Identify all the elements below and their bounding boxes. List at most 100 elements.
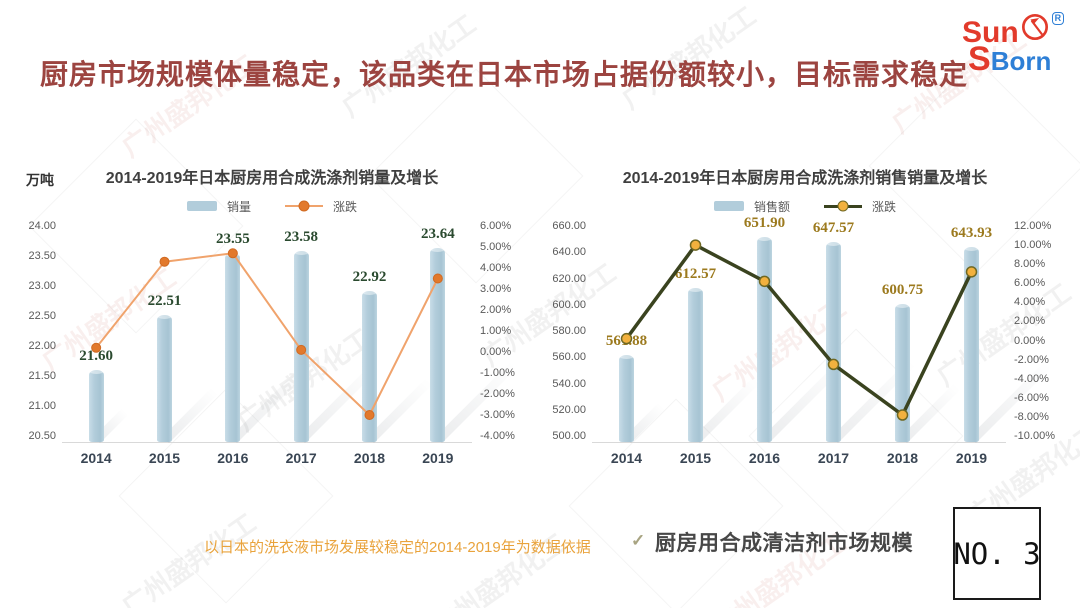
x-axis-category-label: 2016 — [748, 450, 781, 466]
chart-legend: 销量 涨跌 — [18, 198, 526, 214]
chart-title: 2014-2019年日本厨房用合成洗涤剂销量及增长 — [105, 170, 439, 187]
line-data-point — [827, 358, 840, 371]
bar-value-label: 643.93 — [950, 225, 993, 242]
bar — [688, 286, 703, 442]
percent-axis-tick: 5.00% — [480, 241, 512, 253]
line-data-point — [896, 409, 909, 421]
right-axis-ticks: 6.00% 5.00% 4.00% 3.00% 2.00% 1.00% 0.00% -1.00… — [472, 220, 526, 442]
bar-value-label: 22.92 — [352, 268, 387, 285]
percent-axis-tick: -6.00% — [1014, 391, 1049, 404]
y-axis-unit-label: 万吨 — [26, 172, 54, 188]
bar — [430, 245, 446, 442]
percent-axis-tick: 1.00% — [480, 325, 512, 337]
percent-axis-tick: 4.00% — [480, 262, 512, 274]
legend-line-swatch — [824, 200, 862, 212]
bar-value-label: 647.57 — [812, 220, 855, 237]
y-axis-tick: 640.00 — [552, 246, 586, 259]
y-axis-tick: 20.50 — [28, 430, 56, 442]
percent-axis-tick: -4.00% — [1014, 372, 1049, 385]
line-data-point — [689, 239, 702, 251]
check-icon: ✓ — [631, 531, 646, 550]
y-axis-tick: 22.50 — [28, 310, 56, 322]
chart-sales-volume: 万吨 2014-2019年日本厨房用合成洗涤剂销量及增长 销量 涨跌 24.00… — [18, 158, 526, 466]
y-axis-tick: 620.00 — [552, 272, 586, 285]
legend-label-line: 涨跌 — [333, 199, 358, 214]
line-data-point — [227, 248, 238, 259]
y-axis-tick: 540.00 — [552, 377, 586, 390]
percent-axis-tick: 3.00% — [480, 283, 512, 295]
percent-axis-tick: -1.00% — [480, 367, 515, 379]
bar — [362, 288, 377, 442]
percent-axis-tick: 12.00% — [1014, 220, 1052, 232]
x-axis-category-label: 2014 — [80, 450, 112, 466]
legend-label-bar: 销量 — [226, 199, 251, 214]
percent-axis-tick: 6.00% — [1014, 277, 1046, 290]
x-axis-category-label: 2016 — [217, 450, 249, 466]
percent-axis-tick: 8.00% — [1014, 258, 1046, 271]
y-axis-tick: 500.00 — [552, 430, 586, 442]
plot-area: 24.00 23.50 23.00 22.50 22.00 21.50 21.00 20.50… — [18, 220, 526, 466]
bar-value-label: 612.57 — [674, 266, 717, 283]
line-data-point — [296, 344, 307, 355]
percent-axis-tick: 10.00% — [1014, 239, 1052, 252]
plot-canvas: 561.882014612.572015651.902016647.572017… — [592, 215, 1052, 466]
legend-label-bar: 销售额 — [753, 199, 790, 214]
logo-top-row: Sun R — [962, 12, 1072, 48]
y-axis-tick: 22.00 — [28, 340, 56, 352]
bar-value-label: 23.58 — [284, 229, 319, 246]
x-axis-category-label: 2017 — [817, 450, 850, 466]
x-axis-category-label: 2019 — [955, 450, 988, 466]
logo-s-text: S — [968, 40, 991, 78]
percent-axis-tick: -4.00% — [480, 430, 515, 442]
x-axis-category-label: 2017 — [285, 450, 317, 466]
page-title: 厨房市场规模体量稳定，该品类在日本市场占据份额较小，目标需求稳定 — [40, 58, 969, 90]
section-caption: 厨房用合成清洁剂市场规模 — [655, 532, 913, 555]
growth-line-series — [91, 248, 443, 420]
x-axis-category-label: 2015 — [148, 450, 181, 466]
bar — [157, 313, 172, 442]
bar — [964, 245, 979, 442]
chart-sales-revenue: 2014-2019年日本厨房用合成洗涤剂销售销量及增长 销售额 涨跌 660.0… — [542, 158, 1068, 466]
y-axis-tick: 560.00 — [552, 351, 586, 364]
line-data-point — [91, 342, 102, 353]
y-axis-tick: 24.00 — [28, 220, 56, 232]
percent-axis-tick: 2.00% — [480, 304, 512, 316]
percent-axis-tick: 4.00% — [1014, 296, 1046, 309]
x-axis-category-label: 2018 — [886, 450, 919, 466]
percent-axis-tick: 0.00% — [1014, 334, 1046, 347]
plot-canvas: 21.60 2014 22.51 2015 23.55 2016 23.58 2017 22.9… — [62, 225, 518, 466]
logo-sundial-icon — [1021, 13, 1048, 40]
bar-value-label: 651.90 — [743, 214, 786, 231]
bar-value-label: 22.51 — [147, 293, 182, 310]
x-axis-category-label: 2018 — [353, 450, 386, 466]
left-axis-ticks: 660.00 640.00 620.00 600.00 580.00 560.00 540.… — [542, 220, 592, 442]
x-axis-category-label: 2019 — [422, 450, 454, 466]
y-axis-tick: 21.50 — [28, 370, 56, 382]
logo-born-text: Born — [990, 46, 1052, 76]
left-axis-ticks: 24.00 23.50 23.00 22.50 22.00 21.50 21.00 20.50 — [18, 220, 62, 442]
percent-axis-tick: 6.00% — [480, 220, 512, 232]
percent-axis-tick: -2.00% — [480, 388, 515, 400]
line-data-point — [432, 273, 443, 284]
right-axis-ticks: 12.00% 10.00% 8.00% 6.00% 4.00% 2.00% 0.00% -2.… — [1006, 220, 1068, 442]
logo-bottom-row: SBorn — [968, 42, 1072, 76]
percent-axis-tick: -3.00% — [480, 409, 515, 421]
percent-axis-tick: 2.00% — [1014, 315, 1046, 328]
bar — [619, 352, 634, 442]
bar-value-label: 23.55 — [215, 231, 250, 247]
chart-title: 2014-2019年日本厨房用合成洗涤剂销售销量及增长 — [622, 170, 988, 187]
page-number-box: NO. 3 — [953, 507, 1041, 600]
bar-value-label: 23.64 — [420, 225, 455, 242]
legend-bar-swatch — [713, 201, 744, 211]
line-data-point — [159, 256, 170, 267]
y-axis-tick: 520.00 — [552, 403, 586, 416]
y-axis-tick: 660.00 — [552, 220, 586, 232]
line-data-point — [364, 410, 375, 420]
logo: Sun R SBorn — [962, 12, 1072, 76]
bar-value-label: 600.75 — [881, 281, 924, 298]
percent-axis-tick: -8.00% — [1014, 410, 1049, 423]
percent-axis-tick: -10.00% — [1014, 430, 1055, 442]
y-axis-tick: 580.00 — [552, 325, 586, 337]
chart-legend: 销售额 涨跌 — [542, 198, 1068, 214]
legend-line-swatch — [285, 200, 323, 212]
